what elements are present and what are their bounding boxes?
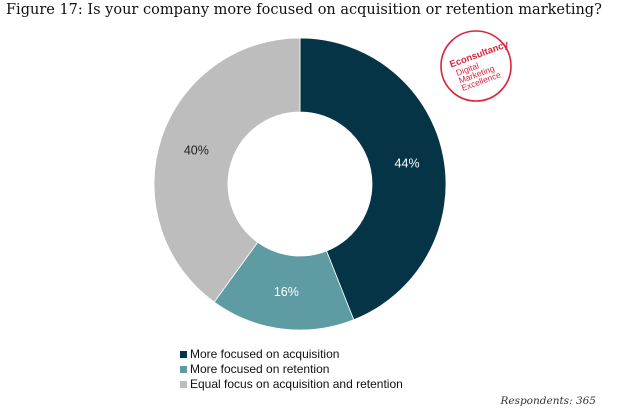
slice-acquisition	[299, 37, 447, 321]
legend-item-equal-focus: Equal focus on acquisition and retention	[180, 377, 403, 392]
legend-swatch	[180, 381, 187, 388]
logo-brand: Econsultancy	[448, 39, 510, 71]
econsultancy-logo: Econsultancy Digital Marketing Excellenc…	[438, 28, 514, 104]
legend-item-acquisition: More focused on acquisition	[180, 347, 403, 362]
slice-data-label: 16%	[274, 285, 299, 299]
legend-label: More focused on acquisition	[190, 347, 340, 361]
chart-legend: More focused on acquisition More focused…	[180, 347, 403, 392]
figure-title: Figure 17: Is your company more focused …	[6, 2, 602, 18]
legend-item-retention: More focused on retention	[180, 362, 403, 377]
legend-swatch	[180, 366, 187, 373]
slice-data-label: 40%	[184, 143, 209, 157]
respondents-footnote: Respondents: 365	[500, 395, 596, 407]
slice-equal-focus	[153, 37, 301, 303]
logo-circle	[440, 30, 512, 102]
legend-swatch	[180, 351, 187, 358]
slice-data-label: 44%	[395, 157, 420, 171]
legend-label: Equal focus on acquisition and retention	[190, 377, 403, 391]
legend-label: More focused on retention	[190, 362, 330, 376]
